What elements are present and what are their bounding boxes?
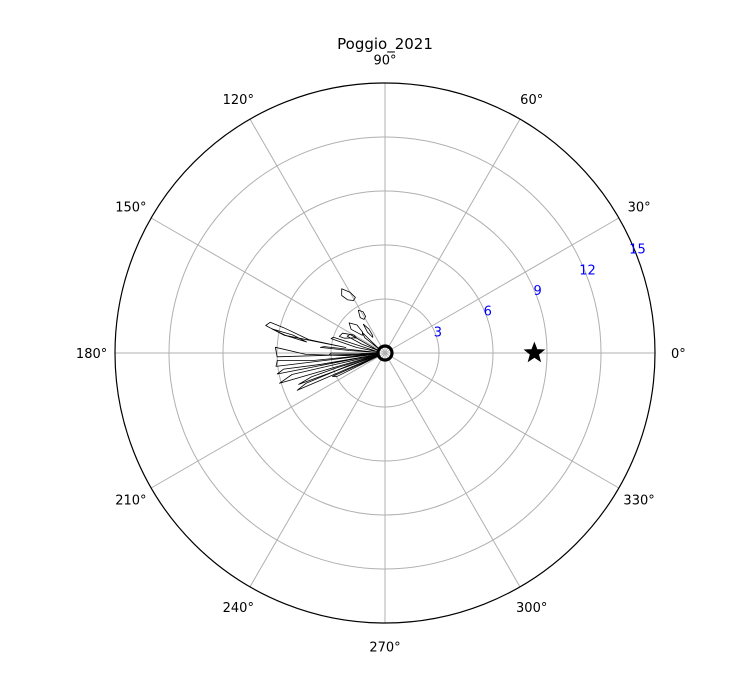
angular-tick-label: 270° [369, 640, 400, 655]
angular-tick-label: 240° [223, 601, 254, 616]
markers [376, 341, 546, 363]
angular-gridline-330 [384, 352, 620, 489]
axis-labels: 0° 30° 60° 90° 120° 150° 180° 210° 240° 270° 300° 3… [76, 54, 686, 656]
angular-tick-label: 180° [76, 347, 107, 362]
angular-gridline-120 [249, 118, 386, 354]
contour-upper-lobe [341, 288, 356, 301]
contour-spike-6 [332, 355, 379, 378]
angular-gridline-150 [150, 217, 386, 354]
contour-left-lobe-4 [279, 354, 379, 384]
angular-gridline-240 [249, 352, 386, 588]
angular-tick-label: 90° [373, 54, 396, 69]
contour-mid-lobe-inner [271, 328, 307, 343]
polar-grid [114, 82, 656, 624]
contour-left-lobe-1 [275, 346, 377, 358]
contour-spike-1 [320, 346, 379, 353]
angular-tick-label: 300° [516, 601, 547, 616]
angular-tick-label: 330° [623, 494, 654, 509]
radial-tick-label: 3 [434, 325, 442, 340]
angular-tick-label: 210° [115, 494, 146, 509]
radial-tick-label: 6 [484, 305, 492, 320]
radial-tick-label: 15 [629, 243, 646, 258]
contour-left-lobe-3 [276, 354, 379, 375]
angular-tick-label: 0° [671, 347, 686, 362]
angular-gridline-300 [384, 352, 521, 588]
angular-gridline-210 [150, 352, 386, 489]
angular-tick-label: 30° [628, 200, 651, 215]
contour-lines [265, 288, 380, 391]
contour-lobe-small-3 [357, 309, 366, 320]
angular-tick-label: 120° [223, 93, 254, 108]
contour-lobe-small-4 [362, 323, 374, 338]
origin-circle-marker [376, 344, 394, 362]
contour-spike-5 [328, 352, 379, 356]
radial-tick-label: 9 [534, 284, 542, 299]
angular-gridline-30 [384, 217, 620, 354]
angular-tick-label: 150° [115, 200, 146, 215]
contour-mid-lobe [265, 321, 347, 348]
radial-tick-label: 12 [579, 263, 596, 278]
contour-left-lobe-5 [298, 354, 379, 385]
contour-left-lobe-6 [296, 355, 379, 391]
star-marker [523, 341, 546, 363]
contour-spike-2 [330, 336, 379, 353]
chart-title: Poggio_2021 [337, 35, 433, 54]
angular-tick-label: 60° [520, 93, 543, 108]
polar-frame [114, 82, 656, 624]
contour-spike-3 [346, 334, 379, 351]
contour-left-lobe-2 [275, 353, 379, 367]
angular-gridline-60 [384, 118, 521, 354]
contour-spike-4 [361, 332, 380, 350]
